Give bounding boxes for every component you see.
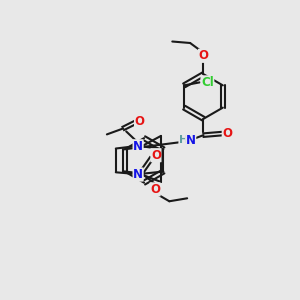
Text: O: O — [150, 183, 160, 196]
Text: N: N — [186, 134, 196, 147]
Text: N: N — [133, 168, 143, 181]
Text: O: O — [222, 127, 232, 140]
Text: O: O — [199, 49, 208, 62]
Text: O: O — [151, 149, 161, 162]
Text: O: O — [135, 115, 145, 128]
Text: H: H — [179, 136, 188, 146]
Text: Cl: Cl — [201, 76, 214, 89]
Text: N: N — [133, 140, 143, 153]
